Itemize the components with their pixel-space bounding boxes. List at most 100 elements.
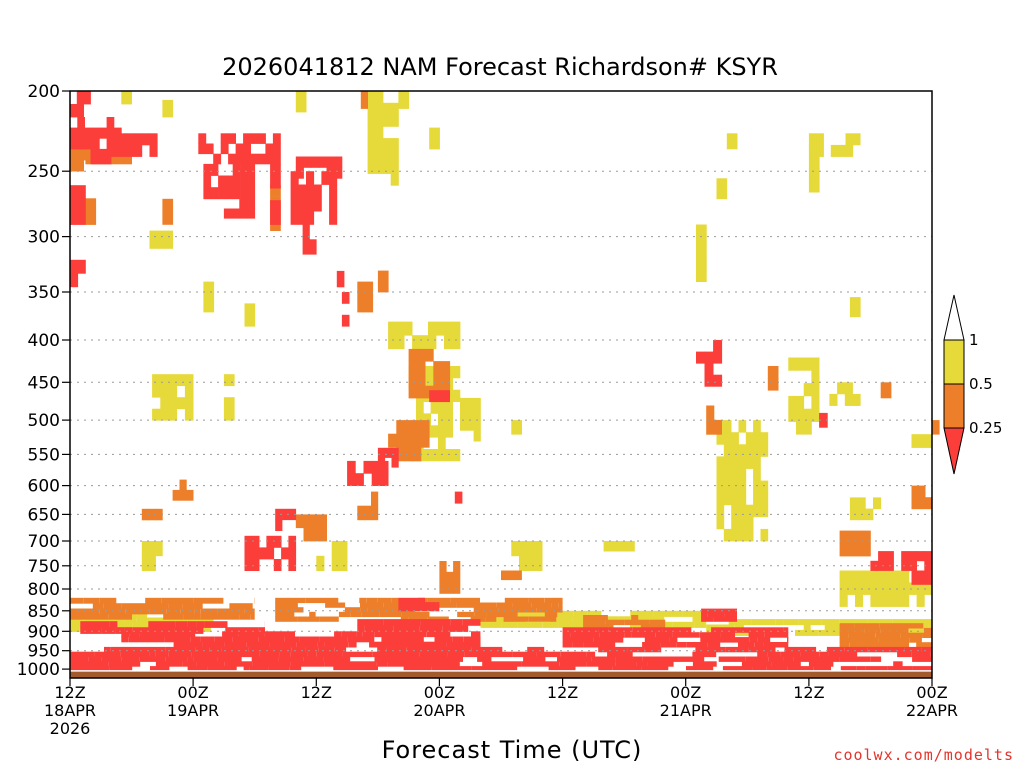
ri-cell bbox=[911, 632, 923, 638]
ri-cell bbox=[740, 627, 769, 633]
ri-cell bbox=[428, 646, 459, 653]
ri-cell bbox=[725, 646, 749, 653]
ri-cell bbox=[416, 385, 426, 399]
ri-cell bbox=[168, 385, 178, 398]
ri-cell bbox=[284, 636, 300, 643]
ri-cell bbox=[313, 197, 322, 212]
ri-cell bbox=[140, 646, 166, 653]
y-tick-label: 350 bbox=[28, 283, 60, 303]
ri-cell bbox=[442, 390, 450, 403]
ri-cell bbox=[916, 582, 925, 595]
ri-cell bbox=[862, 530, 871, 544]
ri-cell bbox=[788, 408, 797, 422]
ri-cell bbox=[724, 612, 737, 618]
ri-cell bbox=[390, 149, 399, 163]
ri-cell bbox=[731, 504, 739, 518]
ri-cell bbox=[149, 651, 156, 658]
ri-cell bbox=[893, 594, 902, 607]
ri-cell bbox=[531, 602, 552, 608]
ri-cell bbox=[787, 637, 789, 643]
ri-cell bbox=[129, 631, 140, 638]
ri-cell bbox=[562, 642, 573, 648]
ri-cell bbox=[149, 133, 158, 146]
ri-cell bbox=[745, 528, 754, 542]
ri-cell bbox=[195, 646, 210, 653]
colorbar-label: 0.5 bbox=[969, 375, 993, 393]
ri-cell bbox=[847, 570, 856, 583]
ri-cell bbox=[250, 153, 259, 165]
ri-cell bbox=[70, 185, 79, 199]
ri-cell bbox=[644, 646, 662, 653]
ri-cell bbox=[433, 361, 442, 374]
ri-cell bbox=[196, 661, 225, 667]
ri-cell bbox=[265, 153, 274, 165]
ri-cell bbox=[745, 656, 769, 662]
ri-cell bbox=[559, 661, 587, 667]
ri-cell bbox=[880, 627, 909, 634]
ri-cell bbox=[248, 646, 278, 653]
ri-cell bbox=[439, 582, 447, 594]
ri-cell bbox=[398, 597, 425, 603]
ri-cell bbox=[160, 385, 169, 398]
colorbar-label: 0.25 bbox=[969, 419, 1002, 437]
ri-cell bbox=[386, 646, 407, 653]
ri-cell bbox=[514, 570, 522, 581]
ri-cell bbox=[347, 636, 375, 643]
ri-cell bbox=[738, 504, 747, 518]
ri-cell bbox=[243, 666, 250, 672]
data-cells bbox=[70, 91, 940, 672]
ri-cell bbox=[649, 656, 677, 662]
ri-cell bbox=[227, 651, 250, 658]
y-tick-label: 900 bbox=[28, 622, 60, 642]
ri-cell bbox=[624, 619, 650, 626]
ri-cell bbox=[423, 377, 431, 391]
ri-cell bbox=[275, 519, 283, 531]
ri-cell bbox=[682, 610, 707, 617]
ri-cell bbox=[243, 153, 251, 165]
ri-cell bbox=[427, 597, 451, 604]
ri-cell bbox=[391, 597, 399, 604]
ri-cell bbox=[908, 551, 917, 562]
ri-cell bbox=[191, 651, 214, 658]
ri-cell bbox=[852, 393, 861, 406]
ri-cell bbox=[811, 395, 820, 410]
ri-cell bbox=[766, 666, 788, 672]
ri-cell bbox=[423, 413, 431, 426]
ri-cell bbox=[839, 637, 862, 643]
ri-cell bbox=[306, 171, 315, 185]
ri-cell bbox=[198, 133, 207, 144]
ri-cell bbox=[845, 133, 854, 146]
ri-cell bbox=[551, 602, 559, 608]
ri-cell bbox=[349, 661, 377, 667]
ri-cell bbox=[306, 197, 315, 212]
ri-cell bbox=[696, 235, 707, 248]
ri-cell bbox=[350, 611, 362, 618]
ri-cell bbox=[519, 541, 528, 557]
ri-cell bbox=[695, 621, 706, 628]
ri-cell bbox=[930, 651, 932, 658]
ri-cell bbox=[839, 530, 848, 544]
ri-cell bbox=[916, 594, 925, 607]
ri-cell bbox=[90, 148, 98, 165]
ri-cell bbox=[157, 230, 166, 249]
ri-cell bbox=[160, 374, 169, 387]
ri-cell bbox=[213, 153, 222, 165]
ri-cell bbox=[482, 661, 513, 667]
ri-cell bbox=[408, 651, 420, 658]
ri-cell bbox=[97, 148, 105, 165]
ri-cell bbox=[881, 619, 893, 626]
ri-cell bbox=[918, 434, 926, 448]
ri-cell bbox=[344, 607, 361, 613]
ri-cell bbox=[402, 661, 430, 667]
ri-cell bbox=[339, 541, 348, 557]
ri-cell bbox=[70, 160, 78, 172]
ri-cell bbox=[824, 624, 855, 631]
ri-cell bbox=[420, 619, 451, 626]
ri-cell bbox=[399, 641, 427, 648]
ri-cell bbox=[120, 651, 132, 658]
ri-cell bbox=[259, 547, 267, 560]
y-tick-label: 650 bbox=[28, 505, 60, 525]
ri-cell bbox=[139, 656, 166, 662]
ri-cell bbox=[911, 651, 931, 658]
ri-cell bbox=[375, 161, 384, 174]
